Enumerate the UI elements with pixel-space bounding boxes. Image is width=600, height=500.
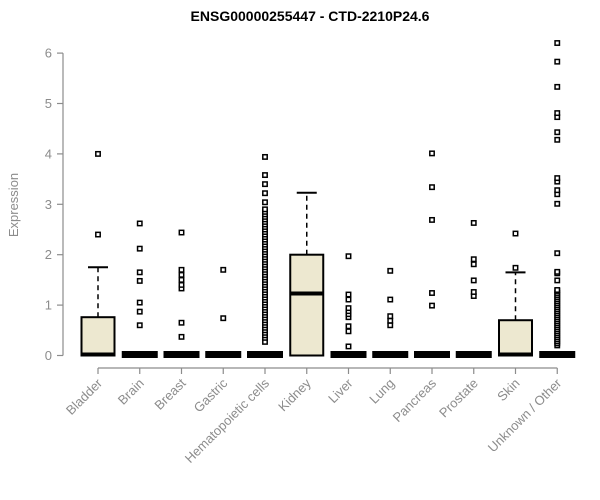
outlier-unknown-other xyxy=(554,175,561,182)
y-tick-label: 4 xyxy=(45,146,52,161)
outlier-prostate xyxy=(470,277,477,284)
y-tick-label: 5 xyxy=(45,96,52,111)
y-tick-label: 1 xyxy=(45,298,52,313)
outlier-liver xyxy=(345,305,352,312)
outlier-lung xyxy=(387,317,394,324)
x-tick-label-skin: Skin xyxy=(494,376,522,404)
outlier-brain xyxy=(136,308,143,315)
collapsed-box-pancreas xyxy=(414,351,450,358)
outlier-liver xyxy=(345,253,352,260)
x-tick-label-prostate: Prostate xyxy=(436,376,481,421)
outlier-breast xyxy=(178,276,185,283)
x-tick-label-breast: Breast xyxy=(151,375,188,412)
outlier-lung xyxy=(387,313,394,320)
outlier-breast xyxy=(178,266,185,273)
outlier-hematopoietic-cells xyxy=(262,199,268,206)
collapsed-box-liver xyxy=(330,351,367,358)
x-tick-label-lung: Lung xyxy=(366,376,397,407)
outlier-unknown-other xyxy=(554,200,561,207)
outlier-gastric xyxy=(220,266,227,273)
y-axis-title: Expression xyxy=(6,173,21,237)
outlier-unknown-other xyxy=(554,250,561,257)
y-tick-label: 2 xyxy=(45,247,52,262)
outlier-unknown-other xyxy=(554,268,561,275)
outlier-unknown-other xyxy=(554,187,561,194)
outlier-unknown-other xyxy=(554,287,561,293)
outlier-pancreas xyxy=(429,290,435,296)
x-tick-label-gastric: Gastric xyxy=(191,375,231,415)
collapsed-box-lung xyxy=(372,351,409,358)
outlier-breast xyxy=(178,281,185,288)
outlier-liver xyxy=(345,328,352,335)
box-bladder xyxy=(80,316,116,357)
outlier-hematopoietic-cells xyxy=(262,181,268,188)
outlier-liver xyxy=(345,291,352,298)
outlier-brain xyxy=(136,220,143,227)
x-tick-label-kidney: Kidney xyxy=(275,375,314,414)
collapsed-box-gastric xyxy=(205,351,242,358)
y-tick-label: 0 xyxy=(45,348,52,363)
outlier-breast xyxy=(178,319,185,326)
outlier-unknown-other xyxy=(554,58,561,65)
outlier-gastric xyxy=(220,315,227,322)
outlier-prostate xyxy=(470,256,477,263)
box-skin xyxy=(498,319,533,357)
outlier-lung xyxy=(387,267,394,274)
outlier-prostate xyxy=(470,219,477,226)
outlier-pancreas xyxy=(429,302,435,309)
y-tick-label: 6 xyxy=(45,46,52,61)
collapsed-box-prostate xyxy=(455,351,492,358)
outlier-pancreas xyxy=(429,184,435,191)
outlier-skin xyxy=(512,230,519,237)
outlier-prostate xyxy=(470,289,477,295)
outlier-lung xyxy=(387,296,394,303)
outlier-pancreas xyxy=(429,216,435,223)
chart-title: ENSG00000255447 - CTD-2210P24.6 xyxy=(190,8,430,24)
outlier-skin xyxy=(512,264,519,271)
y-tick-label: 3 xyxy=(45,197,52,212)
outlier-bladder xyxy=(95,150,101,157)
outlier-breast xyxy=(178,333,185,340)
outlier-bladder xyxy=(95,231,101,238)
outlier-unknown-other xyxy=(554,129,561,136)
outlier-unknown-other xyxy=(554,277,561,284)
outlier-breast xyxy=(178,271,185,278)
collapsed-box-breast xyxy=(163,351,200,358)
outlier-brain xyxy=(136,245,143,252)
outlier-unknown-other xyxy=(554,83,561,90)
collapsed-box-brain xyxy=(121,351,158,358)
outlier-brain xyxy=(136,277,143,284)
x-tick-label-brain: Brain xyxy=(115,376,147,408)
outlier-breast xyxy=(178,229,185,236)
x-tick-label-liver: Liver xyxy=(325,375,356,406)
outlier-liver xyxy=(345,296,352,303)
outlier-prostate xyxy=(470,261,477,268)
outlier-hematopoietic-cells xyxy=(262,172,268,179)
outlier-unknown-other xyxy=(554,40,561,46)
outlier-lung xyxy=(387,322,394,329)
outlier-hematopoietic-cells xyxy=(262,153,268,160)
outlier-liver xyxy=(345,343,352,350)
collapsed-box-hematopoietic-cells xyxy=(247,351,283,358)
outlier-unknown-other xyxy=(554,110,561,117)
outlier-hematopoietic-cells xyxy=(262,206,268,213)
x-tick-label-pancreas: Pancreas xyxy=(390,375,440,425)
x-tick-label-bladder: Bladder xyxy=(63,375,106,418)
outlier-unknown-other xyxy=(554,136,561,143)
collapsed-box-unknown-other xyxy=(539,351,576,358)
x-tick-label-unknown-other: Unknown / Other xyxy=(485,375,565,455)
outlier-hematopoietic-cells xyxy=(262,190,268,197)
outlier-liver xyxy=(345,323,352,330)
outlier-brain xyxy=(136,269,143,276)
outlier-pancreas xyxy=(429,150,435,157)
box-kidney xyxy=(289,253,325,357)
outlier-brain xyxy=(136,299,143,306)
outlier-brain xyxy=(136,322,143,329)
